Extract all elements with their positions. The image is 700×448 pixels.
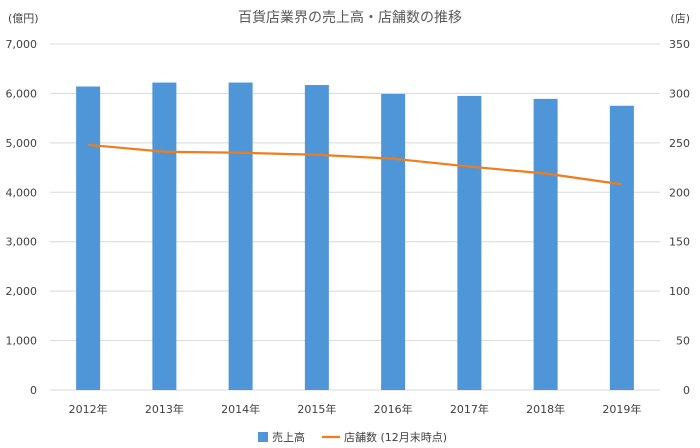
y-right-tick-labels: 0 50 100 150 200 250 300 350 (669, 38, 690, 397)
y-left-tick-label: 1,000 (6, 335, 38, 348)
y-right-tick-label: 300 (669, 87, 690, 100)
bar (457, 95, 482, 391)
x-tick-labels: 2012年 2013年 2014年 2015年 2016年 2017年 2018年 2019年 (69, 402, 642, 416)
series-line (88, 143, 623, 186)
y-left-tick-label: 4,000 (6, 186, 38, 199)
legend-label: 店舗数 (12月末時点) (344, 430, 447, 444)
bar (228, 82, 253, 390)
x-tick-label: 2017年 (450, 402, 489, 416)
y-right-unit-label: (店) (670, 11, 690, 25)
bar (152, 82, 177, 390)
legend: 売上高 店舗数 (12月末時点) (258, 430, 447, 444)
x-tick-label: 2016年 (374, 402, 413, 416)
bar (381, 93, 406, 391)
bar (304, 85, 329, 391)
y-left-tick-label: 0 (30, 384, 37, 397)
y-right-tick-label: 200 (669, 186, 690, 199)
y-right-tick-label: 350 (669, 38, 690, 51)
y-right-tick-label: 250 (669, 137, 690, 150)
bar (609, 105, 634, 391)
chart-title: 百貨店業界の売上高・店舗数の推移 (238, 9, 462, 26)
line-series (88, 143, 623, 186)
y-left-tick-label: 3,000 (6, 236, 38, 249)
y-left-tick-label: 2,000 (6, 285, 38, 298)
y-left-tick-label: 7,000 (6, 38, 38, 51)
y-left-tick-label: 5,000 (6, 137, 38, 150)
y-left-unit-label: (億円) (8, 12, 39, 25)
y-left-tick-label: 6,000 (6, 87, 38, 100)
gridlines (50, 43, 660, 391)
x-tick-label: 2012年 (69, 402, 108, 416)
y-right-tick-label: 50 (676, 335, 690, 348)
x-tick-label: 2014年 (221, 402, 260, 416)
bar-series (76, 82, 634, 391)
x-tick-label: 2018年 (526, 402, 565, 416)
y-left-tick-labels: 0 1,000 2,000 3,000 4,000 5,000 6,000 7,000 (6, 38, 38, 397)
y-right-tick-label: 0 (683, 384, 690, 397)
x-tick-label: 2019年 (602, 402, 641, 416)
x-tick-label: 2015年 (297, 402, 336, 416)
bar (533, 98, 558, 390)
legend-swatch-bar (258, 432, 268, 442)
bar (76, 86, 101, 390)
y-right-tick-label: 150 (669, 236, 690, 249)
y-right-tick-label: 100 (669, 285, 690, 298)
legend-label: 売上高 (272, 430, 305, 444)
x-tick-label: 2013年 (145, 402, 184, 416)
